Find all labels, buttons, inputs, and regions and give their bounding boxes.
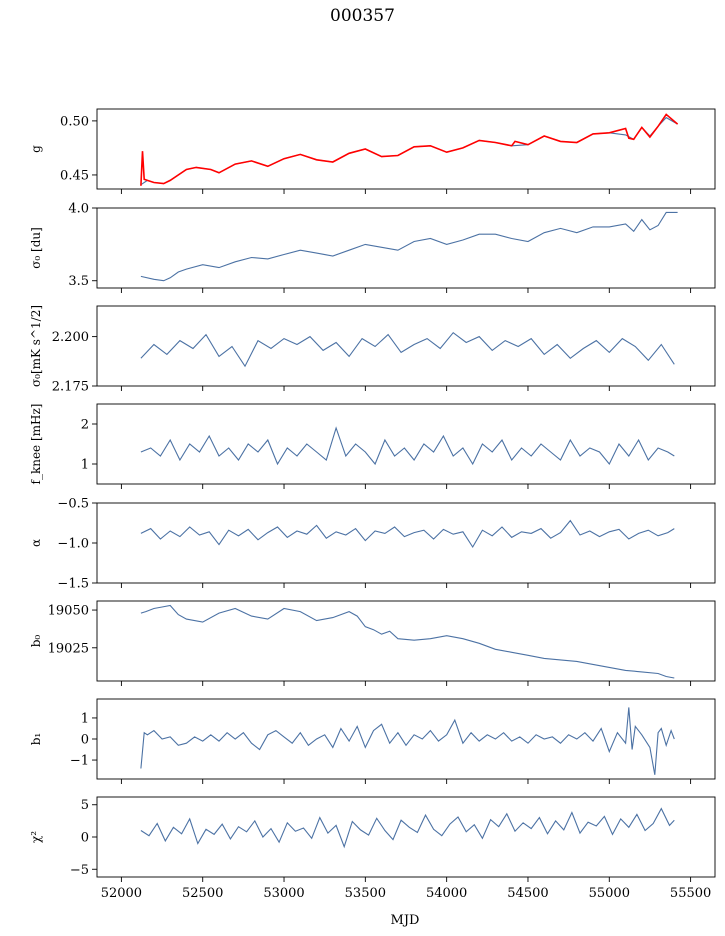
x-axis-label: MJD [391,913,420,928]
x-tick-label: 52500 [182,886,223,901]
axes-frame [96,207,716,289]
series-line [140,113,679,186]
series-line [140,807,675,849]
y-tick-label: 2.200 [52,330,89,345]
axes-frame [96,502,716,584]
series-line [140,519,675,549]
y-axis-label: f_knee [mHz] [29,404,43,485]
x-tick-label: 54000 [426,886,467,901]
axes-frame [96,796,716,878]
y-tick-label: 2 [81,418,89,433]
y-axis-label: b₀ [29,635,43,648]
x-tick-label: 53000 [263,886,304,901]
axes-frame [96,305,716,387]
y-tick-label: 0.50 [60,114,89,129]
y-tick-label: −1.0 [57,537,89,552]
y-tick-label: 2.175 [52,380,89,395]
y-tick-label: 19050 [48,604,89,619]
y-tick-label: 5 [81,798,89,813]
y-axis-label: σ₀[mK s^1/2] [29,305,43,387]
y-tick-label: 4.0 [68,202,89,217]
y-tick-label: 0 [81,733,89,748]
series-line [140,707,675,775]
x-tick-label: 54500 [507,886,548,901]
axes-frame [96,600,716,682]
x-tick-label: 55000 [589,886,630,901]
axes-frame [96,403,716,485]
x-tick-label: 55500 [670,886,711,901]
y-axis-label: α [29,539,43,547]
y-axis-label: χ² [29,831,43,843]
y-tick-label: 1 [81,711,89,726]
y-tick-label: −1 [70,754,89,769]
y-tick-label: −1.5 [57,577,89,592]
y-axis-label: σ₀ [du] [29,227,43,269]
series-line [140,604,675,679]
y-axis-label: g [29,145,43,153]
figure-title: 000357 [330,6,395,26]
y-axis-label: b₁ [29,733,43,746]
y-tick-label: −0.5 [57,497,89,512]
series-line [140,331,675,368]
series-line [140,211,678,282]
axes-frame [96,108,716,190]
y-tick-label: 3.5 [68,274,89,289]
series-line [140,426,675,466]
y-tick-label: 1 [81,458,89,473]
x-tick-label: 52000 [101,886,142,901]
y-tick-label: −5 [70,863,89,878]
series-line [140,116,678,186]
y-tick-label: 19025 [48,641,89,656]
y-tick-label: 0.45 [60,168,89,183]
x-tick-label: 53500 [345,886,386,901]
y-tick-label: 0 [81,831,89,846]
